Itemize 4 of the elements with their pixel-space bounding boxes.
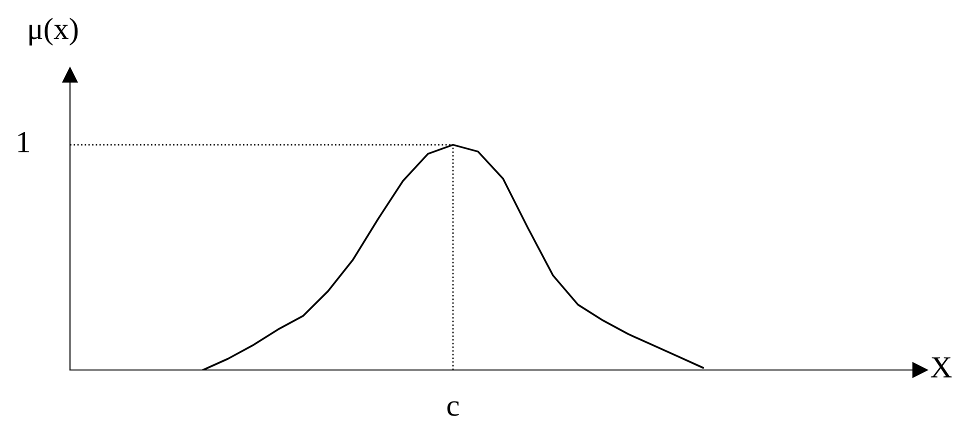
text: X — [930, 357, 952, 378]
text: c — [447, 401, 459, 416]
ref-line-label: 1 — [18, 132, 30, 152]
y-axis-title: μ(x) — [29, 18, 78, 46]
